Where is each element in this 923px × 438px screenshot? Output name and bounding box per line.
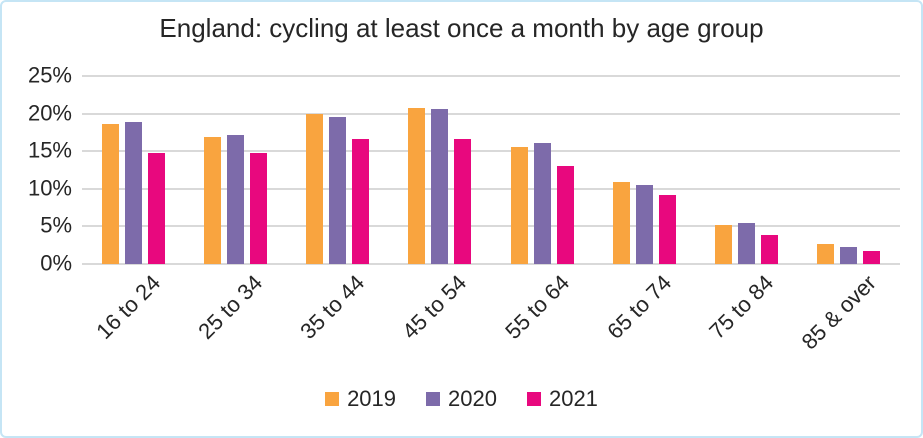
x-axis-cell: 25 to 34 <box>184 264 286 376</box>
bar-2021 <box>249 153 267 264</box>
bar-group-85---over <box>798 76 900 264</box>
bar-2019 <box>203 136 221 264</box>
bar-group-25-to-34 <box>184 76 286 264</box>
legend-item-2020: 2020 <box>426 386 497 412</box>
x-axis-cell: 16 to 24 <box>82 264 184 376</box>
x-axis-cell: 45 to 54 <box>389 264 491 376</box>
legend-swatch-2020 <box>426 392 441 406</box>
legend-label: 2020 <box>448 386 497 411</box>
bar-2019 <box>101 124 119 264</box>
y-axis-tick-label: 5% <box>40 212 72 238</box>
legend: 2019 2020 2021 <box>2 386 921 412</box>
gridline <box>82 263 900 265</box>
bar-2021 <box>556 165 574 264</box>
x-axis-label: 75 to 84 <box>704 270 779 344</box>
legend-label: 2019 <box>347 386 397 411</box>
bar-2019 <box>510 147 528 264</box>
x-axis-cell: 55 to 64 <box>491 264 593 376</box>
bar-2020 <box>226 135 244 264</box>
bar-group-35-to-44 <box>287 76 389 264</box>
bar-2020 <box>124 121 142 264</box>
x-axis-label: 55 to 64 <box>499 270 574 344</box>
y-axis-tick-label: 20% <box>27 100 72 126</box>
y-axis: 25% 20% 15% 10% 5% 0% <box>2 62 82 275</box>
bar-2020 <box>329 116 347 264</box>
y-axis-tick-label: 0% <box>40 250 72 276</box>
bar-group-75-to-84 <box>696 76 798 264</box>
bar-group-65-to-74 <box>593 76 695 264</box>
bar-2020 <box>738 223 756 264</box>
bar-2020 <box>533 142 551 264</box>
gridline <box>82 112 900 115</box>
plot-area <box>82 75 900 265</box>
bar-2021 <box>761 234 779 264</box>
x-axis-cell: 35 to 44 <box>287 264 389 376</box>
x-axis-label: 85 & over <box>796 270 881 355</box>
x-axis-cell: 85 & over <box>796 264 900 376</box>
bar-2021 <box>454 139 472 264</box>
chart-title: England: cycling at least once a month b… <box>159 13 764 43</box>
legend-swatch-2021 <box>526 392 541 406</box>
bar-2019 <box>306 114 324 264</box>
x-axis-label: 45 to 54 <box>397 270 472 344</box>
bar-groups <box>82 76 900 264</box>
bar-2020 <box>840 247 858 264</box>
bar-2020 <box>431 109 449 264</box>
bar-group-16-to-24 <box>82 76 184 264</box>
bar-2021 <box>863 251 881 264</box>
legend-item-2021: 2021 <box>526 386 598 412</box>
bar-2019 <box>408 107 426 264</box>
y-axis-tick-label: 15% <box>27 137 72 163</box>
bar-2021 <box>352 139 370 264</box>
x-axis-cell: 65 to 74 <box>593 264 695 376</box>
legend-label: 2021 <box>548 386 598 411</box>
legend-swatch-2019 <box>325 392 340 406</box>
legend-item-2019: 2019 <box>325 386 396 412</box>
x-axis-label: 16 to 24 <box>90 270 165 344</box>
gridline <box>82 150 900 153</box>
x-axis-label: 25 to 34 <box>193 270 268 344</box>
gridline <box>82 187 900 190</box>
y-axis-tick-label: 10% <box>27 175 72 201</box>
bar-2019 <box>817 244 835 264</box>
bar-group-45-to-54 <box>389 76 491 264</box>
gridline <box>82 225 900 228</box>
y-axis-tick-label: 25% <box>27 62 72 88</box>
x-axis-label: 65 to 74 <box>602 270 677 344</box>
x-axis: 16 to 24 25 to 34 35 to 44 45 to 54 55 to 64… <box>82 264 900 376</box>
chart-body: 25% 20% 15% 10% 5% 0% <box>2 62 921 275</box>
bar-2021 <box>658 194 676 264</box>
x-axis-label: 35 to 44 <box>295 270 370 344</box>
bar-group-55-to-64 <box>491 76 593 264</box>
bar-2021 <box>147 153 165 264</box>
x-axis-cell: 75 to 84 <box>696 264 798 376</box>
gridline <box>82 75 900 77</box>
bar-2020 <box>635 185 653 264</box>
bar-2019 <box>715 224 733 264</box>
bar-2019 <box>612 182 630 264</box>
